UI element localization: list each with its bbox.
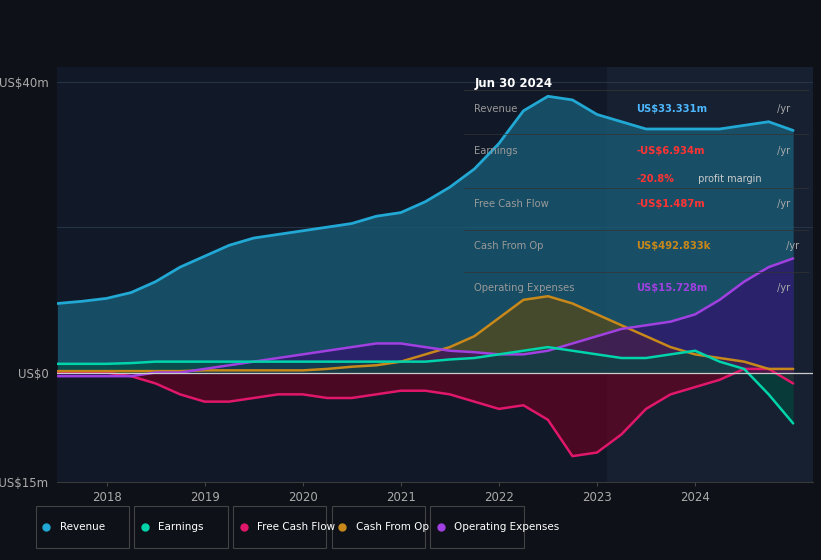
Text: profit margin: profit margin — [695, 174, 762, 184]
Text: -20.8%: -20.8% — [636, 174, 674, 184]
Text: -US$1.487m: -US$1.487m — [636, 199, 705, 209]
Text: Operating Expenses: Operating Expenses — [455, 522, 560, 531]
Text: US$15.728m: US$15.728m — [636, 283, 708, 293]
Text: Free Cash Flow: Free Cash Flow — [257, 522, 335, 531]
Text: /yr: /yr — [783, 241, 799, 251]
Text: Earnings: Earnings — [158, 522, 204, 531]
Text: Revenue: Revenue — [60, 522, 104, 531]
Text: US$492.833k: US$492.833k — [636, 241, 711, 251]
Text: Cash From Op: Cash From Op — [475, 241, 544, 251]
Text: Operating Expenses: Operating Expenses — [475, 283, 575, 293]
Text: Cash From Op: Cash From Op — [355, 522, 429, 531]
Bar — [607, 67, 813, 482]
Text: /yr: /yr — [774, 146, 791, 156]
Text: Revenue: Revenue — [475, 104, 517, 114]
Text: -US$6.934m: -US$6.934m — [636, 146, 704, 156]
Text: Earnings: Earnings — [475, 146, 518, 156]
Text: US$33.331m: US$33.331m — [636, 104, 708, 114]
Text: /yr: /yr — [774, 199, 791, 209]
Text: Free Cash Flow: Free Cash Flow — [475, 199, 549, 209]
Text: /yr: /yr — [774, 283, 791, 293]
Text: /yr: /yr — [774, 104, 791, 114]
Text: Jun 30 2024: Jun 30 2024 — [475, 77, 553, 90]
